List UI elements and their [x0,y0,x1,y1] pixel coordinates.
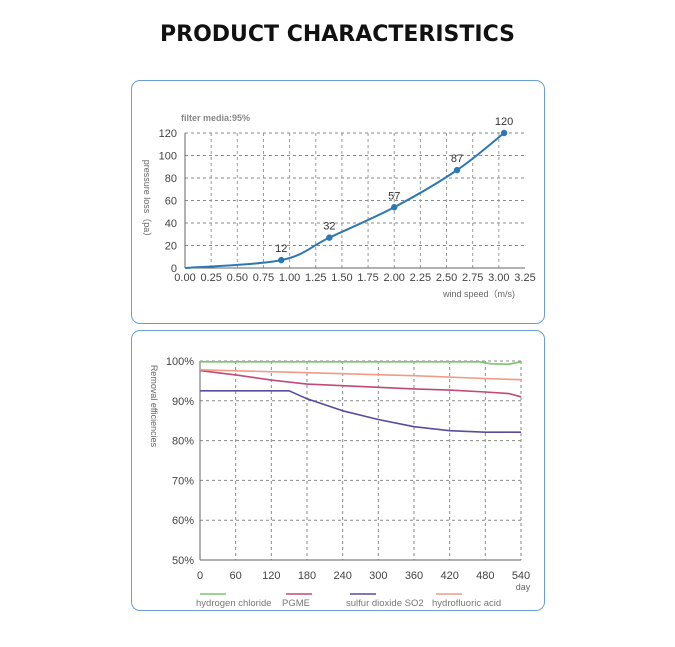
y-tick-label: 60% [172,515,194,527]
x-tick-label: 300 [369,570,387,582]
data-point [453,166,461,174]
legend-label-1: PGME [282,598,310,609]
x-tick-label: 0 [197,570,203,582]
y-tick-label: 40 [165,218,177,230]
x-tick-label: 1.25 [305,272,326,284]
legend-label-2: sulfur dioxide SO2 [346,598,424,609]
y-tick-label: 50% [172,555,194,567]
data-label: 120 [495,116,513,128]
x-tick-label: 0.75 [253,272,274,284]
page-title: PRODUCT CHARACTERISTICS [160,22,515,47]
x-tick-label: 2.00 [384,272,405,284]
x-tick-label: 3.00 [488,272,509,284]
data-label: 32 [323,221,335,233]
pressure-loss-chart: 0 20 40 60 80 100 120 0.00 0.25 0.50 0.75 1.00 1.25 1… [142,113,536,299]
y-tick-label: 80% [172,436,194,448]
data-point [500,129,508,137]
data-label: 12 [275,243,287,255]
removal-efficiency-chart: 50% 60% 70% 80% 90% 100% 0 60 120 180 240 300 360 420… [149,356,531,609]
removal-efficiency-chart-panel: 50% 60% 70% 80% 90% 100% 0 60 120 180 240 300 360 420… [131,330,545,611]
series-line-0 [200,361,522,365]
series-line-2 [200,390,521,433]
x-tick-label: 1.75 [357,272,378,284]
x-tick-label: 1.00 [279,272,300,284]
y-tick-label: 100 [159,151,177,163]
x-tick-label: 180 [298,570,316,582]
y-axis-label: pressure loss（pa） [142,160,152,242]
x-tick-label: 0.50 [227,272,248,284]
series-line-1 [199,369,522,398]
data-point [391,204,398,211]
y-tick-label: 70% [172,475,194,487]
x-tick-label: 120 [262,570,280,582]
chart-subtitle: filter media:95% [181,113,250,123]
y-tick-label: 20 [165,241,177,253]
x-tick-label: 60 [230,570,242,582]
x-tick-label: 1.50 [331,272,352,284]
y-tick-label: 60 [165,196,177,208]
x-tick-label: 360 [405,570,423,582]
x-tick-label: 3.25 [514,272,535,284]
y-tick-label: 100% [166,356,194,368]
y-tick-label: 120 [159,128,177,140]
x-axis-label: day [516,582,531,592]
y-tick-label: 0 [171,263,177,275]
x-tick-label: 240 [333,570,351,582]
data-label: 57 [388,190,400,202]
x-tick-label: 0.25 [200,272,221,284]
y-tick-label: 80 [165,173,177,185]
x-tick-label: 0.00 [174,272,195,284]
x-tick-label: 2.75 [462,272,483,284]
legend-label-0: hydrogen chloride [196,598,272,609]
x-tick-label: 540 [512,570,530,582]
legend-label-3: hydrofluoric acid [432,598,501,609]
data-label: 87 [451,153,463,165]
pressure-loss-chart-panel: 0 20 40 60 80 100 120 0.00 0.25 0.50 0.75 1.00 1.25 1… [131,80,545,324]
data-point [326,234,333,241]
y-axis-label: Removal efficiencies [149,365,159,448]
x-tick-label: 2.25 [410,272,431,284]
data-point [278,256,285,264]
series-line-3 [199,369,522,381]
x-tick-label: 2.50 [436,272,457,284]
x-tick-label: 480 [476,570,494,582]
x-tick-label: 420 [440,570,458,582]
x-axis-label: wind speed（m/s) [442,289,515,299]
y-tick-label: 90% [172,396,194,408]
